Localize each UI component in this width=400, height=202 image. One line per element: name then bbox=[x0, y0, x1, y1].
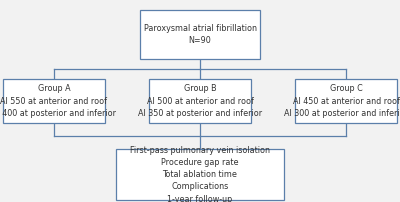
Text: Group A
AI 550 at anterior and roof
AI 400 at posterior and inferior: Group A AI 550 at anterior and roof AI 4… bbox=[0, 84, 116, 118]
Text: Paroxysmal atrial fibrillation
N=90: Paroxysmal atrial fibrillation N=90 bbox=[144, 24, 256, 45]
Text: Group C
AI 450 at anterior and roof
AI 300 at posterior and inferior: Group C AI 450 at anterior and roof AI 3… bbox=[284, 84, 400, 118]
Text: Group B
AI 500 at anterior and roof
AI 350 at posterior and inferior: Group B AI 500 at anterior and roof AI 3… bbox=[138, 84, 262, 118]
FancyBboxPatch shape bbox=[149, 79, 251, 123]
FancyBboxPatch shape bbox=[3, 79, 105, 123]
FancyBboxPatch shape bbox=[140, 10, 260, 59]
FancyBboxPatch shape bbox=[116, 149, 284, 200]
Text: First-pass pulmonary vein isolation
Procedure gap rate
Total ablation time
Compl: First-pass pulmonary vein isolation Proc… bbox=[130, 146, 270, 202]
FancyBboxPatch shape bbox=[295, 79, 397, 123]
